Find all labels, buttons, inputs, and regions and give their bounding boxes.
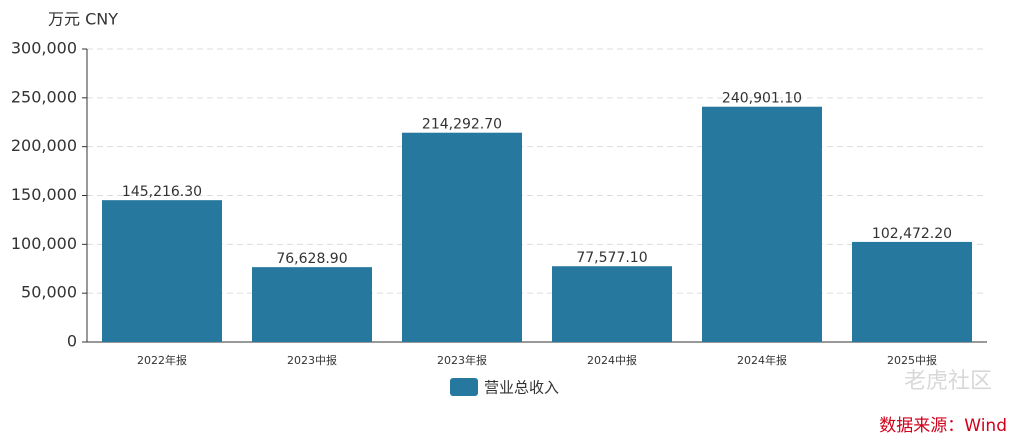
bar	[402, 132, 522, 342]
value-label: 77,577.10	[576, 250, 647, 266]
legend-label: 营业总收入	[484, 379, 559, 397]
x-tick-label: 2025中报	[887, 353, 937, 367]
x-tick-label: 2022年报	[137, 353, 187, 367]
source: 数据来源：Wind	[879, 416, 1007, 436]
legend-swatch	[450, 378, 478, 396]
y-tick-label: 200,000	[11, 136, 77, 155]
value-label: 145,216.30	[122, 184, 202, 200]
x-tick-label: 2023年报	[437, 353, 487, 367]
y-tick-label: 300,000	[11, 39, 77, 58]
value-label: 102,472.20	[872, 226, 952, 242]
value-label: 76,628.90	[276, 251, 347, 267]
bar	[852, 241, 972, 342]
bar	[252, 267, 372, 342]
y-tick-label: 50,000	[21, 283, 77, 302]
y-tick-label: 0	[67, 332, 77, 351]
bar	[102, 200, 222, 342]
bar	[702, 106, 822, 342]
y-tick-label: 100,000	[11, 234, 77, 253]
value-label: 214,292.70	[422, 117, 502, 133]
unit-label: 万元 CNY	[48, 10, 118, 29]
y-tick-label: 250,000	[11, 87, 77, 106]
y-tick-label: 150,000	[11, 185, 77, 204]
x-tick-label: 2024中报	[587, 353, 637, 367]
bar	[552, 266, 672, 342]
x-tick-label: 2024年报	[737, 353, 787, 367]
watermark: 老虎社区	[904, 369, 992, 394]
x-tick-label: 2023中报	[287, 353, 337, 367]
value-label: 240,901.10	[722, 91, 802, 107]
